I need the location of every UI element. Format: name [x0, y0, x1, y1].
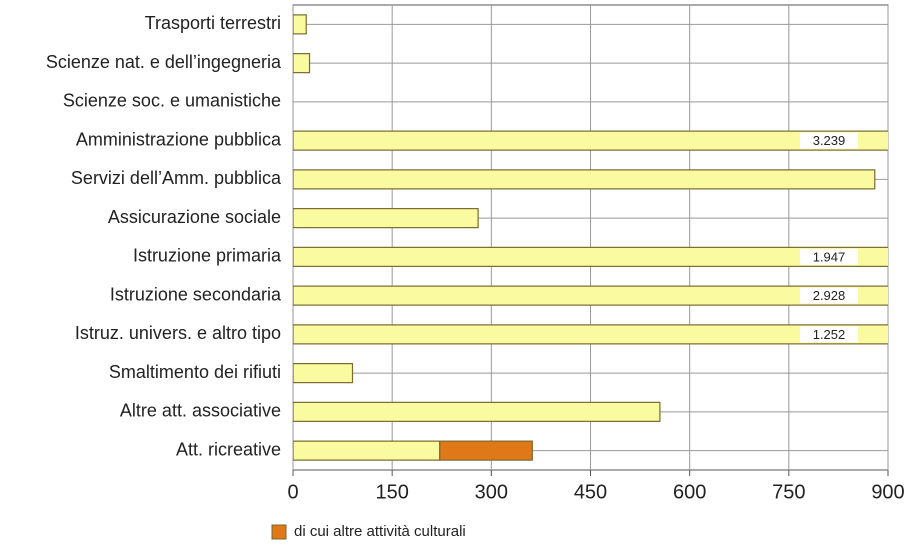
value-label-bg: [800, 132, 858, 149]
value-label: 1.252: [813, 327, 846, 342]
bar: [293, 14, 307, 35]
bar: [293, 130, 888, 151]
y-tick-label: Smaltimento dei rifiuti: [109, 362, 281, 382]
bar: [293, 363, 354, 384]
y-tick-label: Istruz. univers. e altro tipo: [75, 323, 281, 343]
x-tick-label: 450: [574, 481, 607, 503]
x-tick-label: 600: [673, 481, 706, 503]
value-label-bg: [800, 287, 858, 304]
value-label: 2.928: [813, 288, 846, 303]
y-tick-label: Scienze nat. e dell’ingegneria: [46, 52, 282, 72]
y-tick-label: Istruzione primaria: [133, 246, 282, 266]
x-tick-label: 150: [375, 481, 408, 503]
y-tick-label: Assicurazione sociale: [108, 207, 281, 227]
legend-label: di cui altre attività culturali: [294, 523, 466, 540]
y-tick-label: Att. ricreative: [176, 439, 281, 459]
bar: [293, 246, 888, 267]
x-tick-label: 300: [475, 481, 508, 503]
bar: [293, 401, 661, 422]
x-tick-label: 900: [871, 481, 904, 503]
y-tick-label: Istruzione secondaria: [110, 284, 282, 304]
bars: [293, 14, 888, 461]
bar: [293, 208, 479, 229]
bar: [293, 285, 888, 306]
value-label-bg: [800, 326, 858, 343]
bar: [293, 53, 311, 74]
y-tick-label: Amministrazione pubblica: [76, 129, 282, 149]
legend-swatch: [271, 524, 287, 540]
y-tick-label: Servizi dell’Amm. pubblica: [71, 168, 282, 188]
x-tick-label: 0: [287, 481, 298, 503]
value-label-bg: [800, 248, 858, 265]
y-tick-label: Altre att. associative: [120, 401, 281, 421]
bar: [439, 440, 533, 461]
x-tick-label: 750: [772, 481, 805, 503]
y-tick-label: Trasporti terrestri: [145, 13, 281, 33]
y-tick-label: Scienze soc. e umanistiche: [63, 91, 281, 111]
bar: [293, 169, 876, 190]
value-label: 1.947: [813, 249, 846, 264]
bar: [293, 440, 441, 461]
value-label: 3.239: [813, 133, 846, 148]
bar: [293, 324, 888, 345]
